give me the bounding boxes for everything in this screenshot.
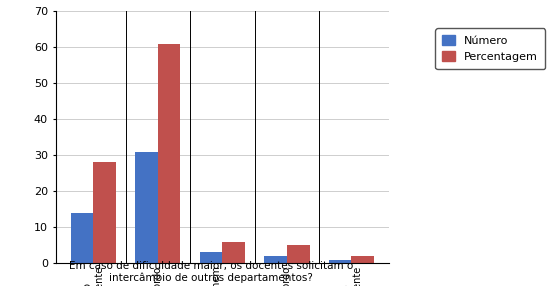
Text: Em caso de dificuldade maior, os docentes solicitam o
intercâmbio de outros depa: Em caso de dificuldade maior, os docente… [69, 261, 354, 283]
Bar [71, 213, 93, 263]
Legend: Número, Percentagem: Número, Percentagem [435, 28, 545, 69]
Bar [135, 152, 158, 263]
Bar [351, 256, 374, 263]
Bar [329, 259, 351, 263]
Bar [93, 162, 116, 263]
Bar [200, 252, 222, 263]
Bar [264, 256, 287, 263]
Bar [158, 44, 181, 263]
Bar [222, 242, 245, 263]
Bar [287, 245, 310, 263]
